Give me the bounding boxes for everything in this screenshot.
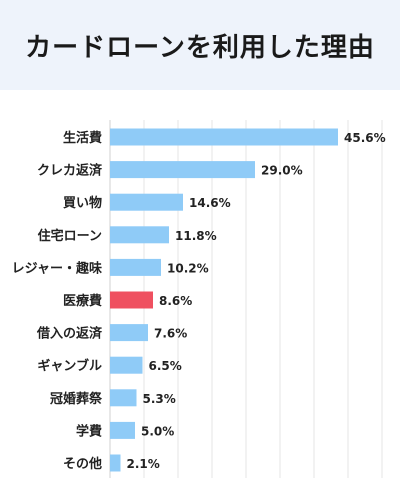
category-label: 医療費 xyxy=(63,293,102,309)
bar xyxy=(110,389,137,407)
bar xyxy=(110,226,169,244)
category-label: 生活費 xyxy=(63,130,102,146)
value-label: 5.0% xyxy=(141,424,174,438)
bar xyxy=(110,128,338,146)
bar xyxy=(110,454,121,472)
bar xyxy=(110,193,183,211)
category-label: 冠婚葬祭 xyxy=(50,391,103,407)
chart-title: カードローンを利用した理由 xyxy=(25,32,375,63)
bar xyxy=(110,356,143,374)
value-label: 7.6% xyxy=(154,327,187,341)
category-label: 借入の返済 xyxy=(36,326,103,342)
category-label: 学費 xyxy=(76,423,102,439)
value-label: 8.6% xyxy=(159,294,192,308)
value-label: 29.0% xyxy=(261,164,303,178)
category-label: ギャンブル xyxy=(37,358,102,374)
value-label: 45.6% xyxy=(344,131,386,145)
category-label: レジャー・趣味 xyxy=(12,260,102,276)
value-label: 14.6% xyxy=(189,196,231,210)
value-label: 10.2% xyxy=(167,261,209,275)
title-band xyxy=(0,0,400,90)
bar xyxy=(110,161,255,179)
bar xyxy=(110,421,135,439)
category-label: 住宅ローン xyxy=(38,228,102,244)
category-label: 買い物 xyxy=(63,195,102,211)
value-label: 2.1% xyxy=(127,457,160,471)
bar xyxy=(110,258,161,276)
bar xyxy=(110,324,148,342)
value-label: 6.5% xyxy=(149,359,182,373)
bar-highlight xyxy=(110,291,153,309)
category-label: その他 xyxy=(63,456,102,472)
value-label: 5.3% xyxy=(143,392,176,406)
value-label: 11.8% xyxy=(175,229,217,243)
category-label: クレカ返済 xyxy=(37,163,103,179)
